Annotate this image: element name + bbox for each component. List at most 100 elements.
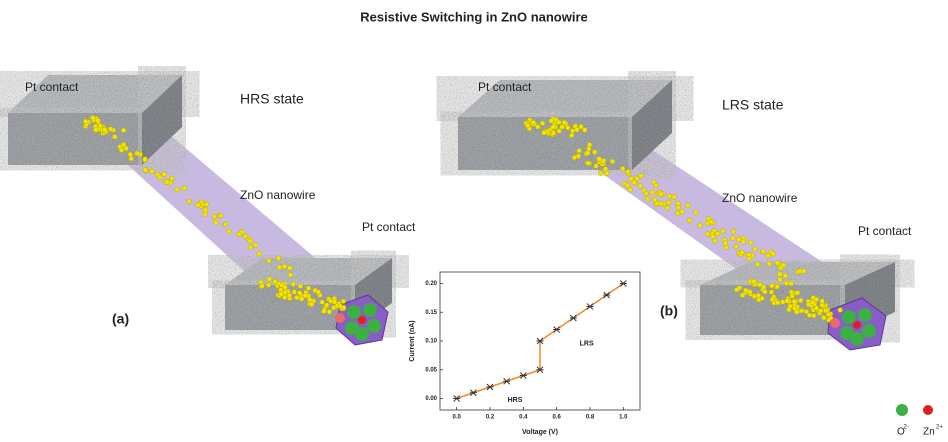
electron	[585, 161, 590, 166]
electron	[565, 125, 570, 130]
electron	[306, 286, 311, 291]
y-axis-label: Current (nA)	[409, 320, 416, 361]
label: Pt contact	[478, 80, 532, 94]
label: Pt contact	[362, 220, 416, 234]
electron	[551, 131, 556, 136]
data-point	[570, 315, 577, 321]
electron	[763, 289, 768, 294]
electron	[540, 121, 545, 126]
label: ZnO nanowire	[240, 188, 316, 202]
electron	[784, 281, 789, 286]
electron	[736, 237, 741, 242]
data-point	[470, 390, 477, 396]
electron	[781, 263, 786, 268]
electron	[169, 176, 174, 181]
electron	[603, 167, 608, 172]
electron	[212, 214, 217, 219]
electron	[307, 297, 312, 302]
oxygen-ion	[355, 327, 369, 341]
electron	[672, 195, 677, 200]
electron	[697, 223, 702, 228]
y-tick-label: 0.10	[425, 339, 437, 345]
electron	[129, 156, 134, 161]
electron	[253, 243, 258, 248]
electron	[780, 300, 785, 305]
electron	[778, 277, 783, 282]
electron	[341, 299, 346, 304]
electron	[585, 151, 590, 156]
electron	[525, 123, 530, 128]
electron	[213, 220, 218, 225]
electron	[792, 299, 797, 304]
oxygen-ion	[858, 308, 872, 322]
zinc-ion	[335, 313, 345, 323]
electron	[799, 308, 804, 313]
electron	[187, 199, 192, 204]
electron	[93, 128, 98, 133]
electron	[748, 240, 753, 245]
electron	[303, 293, 308, 298]
electron	[769, 290, 774, 295]
electron	[639, 173, 644, 178]
label: LRS state	[722, 97, 784, 113]
electron	[650, 190, 655, 195]
electron	[294, 295, 299, 300]
electron	[790, 294, 795, 299]
x-tick-label: 0.8	[586, 415, 595, 421]
electron	[666, 200, 671, 205]
electron	[165, 180, 170, 185]
electron	[175, 187, 180, 192]
electron	[549, 118, 554, 123]
title: Resistive Switching in ZnO nanowire	[360, 9, 588, 24]
electron	[266, 283, 271, 288]
electron	[572, 155, 577, 160]
label: HRS state	[240, 91, 304, 107]
zinc-ion	[853, 321, 861, 329]
electron	[734, 244, 739, 249]
electron	[297, 291, 302, 296]
data-point	[587, 304, 594, 310]
electron	[579, 124, 584, 129]
electron	[785, 298, 790, 303]
electron	[266, 258, 271, 263]
electron	[204, 202, 209, 207]
electron	[260, 284, 265, 289]
oxygen-ion	[850, 332, 864, 346]
electron	[592, 150, 597, 155]
annotation: LRS	[580, 341, 594, 348]
electron	[291, 282, 296, 287]
electron	[769, 283, 774, 288]
electron	[626, 169, 631, 174]
oxygen-ion	[363, 303, 377, 317]
electron	[316, 290, 321, 295]
electron	[276, 256, 281, 261]
electron	[248, 239, 253, 244]
electron	[676, 201, 681, 206]
x-tick-label: 0.2	[486, 415, 495, 421]
electron	[112, 134, 117, 139]
electron	[667, 194, 672, 199]
oxygen-ion	[862, 324, 876, 338]
electron	[731, 229, 736, 234]
electron	[654, 183, 659, 188]
label: ZnO nanowire	[722, 191, 798, 205]
electron	[594, 164, 599, 169]
label: (b)	[660, 303, 678, 319]
electron	[801, 269, 806, 274]
oxygen-ion	[347, 305, 361, 319]
data-point	[487, 384, 494, 390]
data-point	[603, 292, 610, 298]
electron	[108, 127, 113, 132]
x-axis-label: Voltage (V)	[522, 429, 558, 436]
electron	[601, 158, 606, 163]
electron	[287, 293, 292, 298]
oxygen-ion	[842, 310, 856, 324]
electron	[103, 127, 108, 132]
data-point	[453, 396, 460, 402]
electron	[257, 251, 262, 256]
electron	[775, 260, 780, 265]
label: (a)	[112, 311, 129, 327]
electron	[218, 213, 223, 218]
electron	[730, 236, 735, 241]
electron	[625, 183, 630, 188]
